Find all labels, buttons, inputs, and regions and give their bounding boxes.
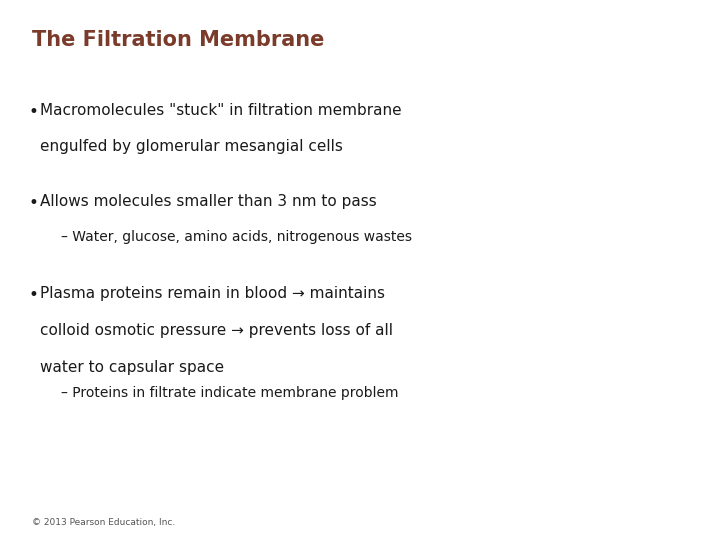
Text: Allows molecules smaller than 3 nm to pass: Allows molecules smaller than 3 nm to pa…: [40, 194, 377, 210]
Text: engulfed by glomerular mesangial cells: engulfed by glomerular mesangial cells: [40, 139, 343, 154]
Text: colloid osmotic pressure → prevents loss of all: colloid osmotic pressure → prevents loss…: [40, 323, 392, 338]
Text: •: •: [29, 194, 39, 212]
Text: water to capsular space: water to capsular space: [40, 360, 224, 375]
Text: Macromolecules "stuck" in filtration membrane: Macromolecules "stuck" in filtration mem…: [40, 103, 401, 118]
Text: – Proteins in filtrate indicate membrane problem: – Proteins in filtrate indicate membrane…: [61, 386, 399, 400]
Text: © 2013 Pearson Education, Inc.: © 2013 Pearson Education, Inc.: [32, 517, 176, 526]
Text: Plasma proteins remain in blood → maintains: Plasma proteins remain in blood → mainta…: [40, 286, 384, 301]
Text: The Filtration Membrane: The Filtration Membrane: [32, 30, 325, 50]
Text: – Water, glucose, amino acids, nitrogenous wastes: – Water, glucose, amino acids, nitrogeno…: [61, 230, 412, 244]
Text: •: •: [29, 103, 39, 120]
Text: •: •: [29, 286, 39, 304]
